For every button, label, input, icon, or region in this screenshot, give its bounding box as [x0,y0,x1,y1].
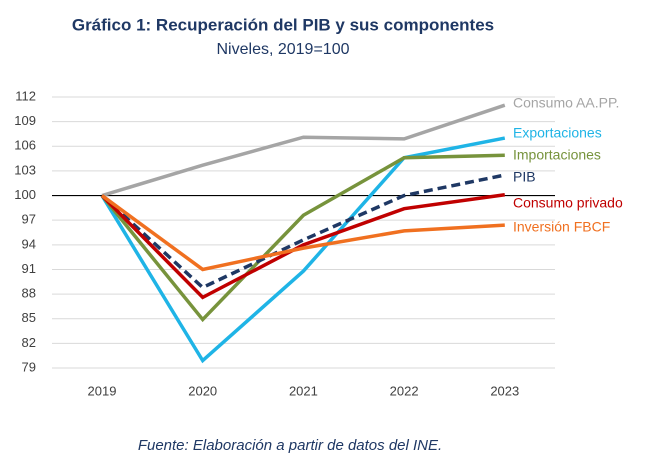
x-tick-label: 2023 [490,383,519,398]
legend-label: Consumo privado [513,195,623,211]
source-note: Fuente: Elaboración a partir de datos de… [138,437,442,454]
chart-subtitle: Niveles, 2019=100 [217,41,350,58]
legend-label: PIB [513,169,536,185]
y-tick-label: 85 [22,310,36,325]
y-tick-label: 100 [14,187,36,202]
series-line [101,103,506,198]
y-tick-label: 82 [22,335,36,350]
y-tick-label: 109 [14,113,36,128]
legend-label: Exportaciones [513,125,602,141]
series-line [100,192,506,300]
chart-title: Gráfico 1: Recuperación del PIB y sus co… [72,15,494,34]
legend-label: Inversión FBCF [513,219,610,235]
x-tick-label: 2021 [289,383,318,398]
series-line [100,153,505,323]
y-tick-label: 88 [22,286,36,301]
x-tick-label: 2019 [88,383,117,398]
series-line [100,194,505,272]
x-tick-label: 2020 [188,383,217,398]
y-tick-label: 79 [22,359,36,374]
y-tick-label: 106 [14,138,36,153]
legend-label: Consumo AA.PP. [513,95,619,111]
series-line [100,136,506,364]
y-tick-label: 97 [22,212,36,227]
y-tick-label: 103 [14,162,36,177]
series-line [100,173,506,290]
y-tick-label: 91 [22,261,36,276]
y-tick-label: 112 [15,88,36,103]
legend-label: Importaciones [513,147,601,163]
x-tick-label: 2022 [390,383,419,398]
y-tick-label: 94 [22,236,36,251]
